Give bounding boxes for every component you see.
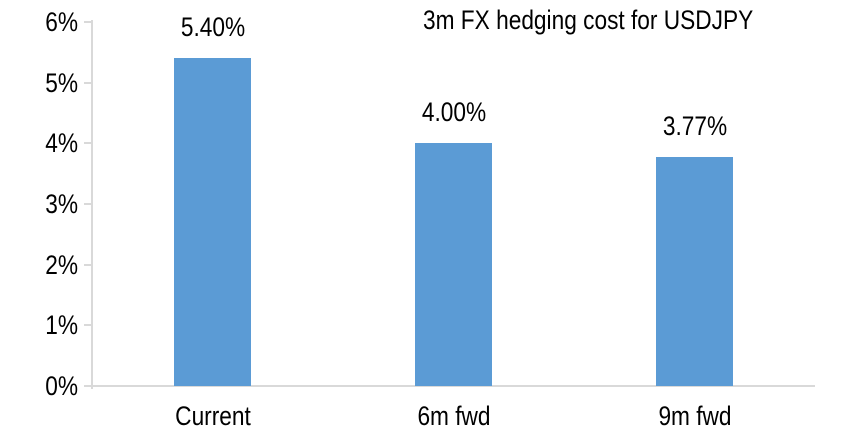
y-axis-tick <box>84 385 92 387</box>
x-axis-line <box>91 385 815 387</box>
y-axis-label: 6% <box>45 7 78 37</box>
y-axis-label: 5% <box>45 67 78 98</box>
y-axis-tick <box>84 203 92 205</box>
y-axis-tick <box>84 81 92 84</box>
bar-value-label: 4.00% <box>421 97 486 128</box>
bar-9m-fwd <box>656 157 733 386</box>
bar-current <box>174 58 251 386</box>
x-axis-category-label: 9m fwd <box>657 401 732 431</box>
bar-6m-fwd <box>415 143 492 386</box>
y-axis-label: 1% <box>45 310 78 341</box>
bar-value-label: 3.77% <box>662 111 727 142</box>
y-axis-line <box>91 20 93 389</box>
x-axis-category-label: Current <box>174 401 251 431</box>
y-axis-label: 2% <box>45 249 78 280</box>
chart-title: 3m FX hedging cost for USDJPY <box>423 5 754 35</box>
y-axis-tick <box>84 263 92 266</box>
y-axis-tick <box>84 324 92 327</box>
x-axis-category-label: 6m fwd <box>416 401 491 431</box>
y-axis-tick <box>84 142 92 145</box>
bar-value-label: 5.40% <box>180 12 245 43</box>
y-axis-label: 4% <box>45 128 78 159</box>
y-axis-label: 3% <box>45 189 78 219</box>
y-axis-label: 0% <box>45 371 78 401</box>
y-axis-tick <box>84 21 92 23</box>
